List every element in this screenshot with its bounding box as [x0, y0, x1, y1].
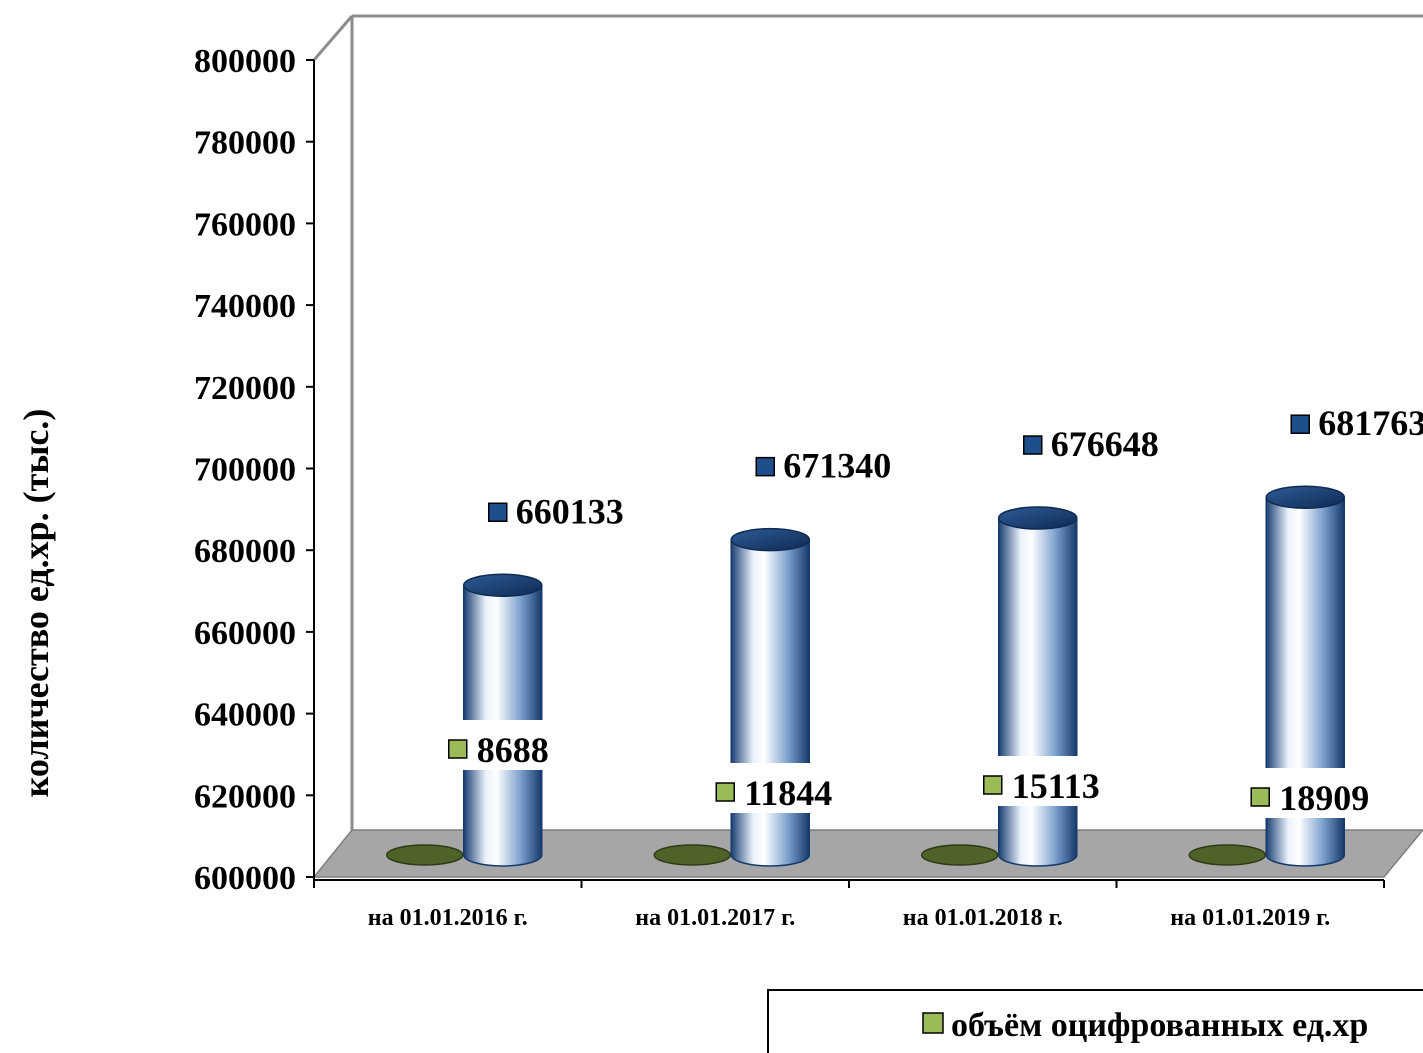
data-label-swatch-digitized — [448, 739, 468, 759]
y-tick-label: 640000 — [194, 697, 296, 734]
x-axis-categories: на 01.01.2016 г. на 01.01.2017 г. на 01.01… — [313, 880, 1385, 931]
data-label-swatch-total — [488, 502, 508, 523]
data-label-bg — [1256, 768, 1382, 818]
bar-digitized — [386, 844, 464, 866]
data-label-swatch-digitized — [715, 782, 735, 802]
bar-cylinder-top — [730, 527, 810, 552]
data-label-swatch-digitized — [983, 775, 1003, 795]
data-label-swatch-total — [1023, 435, 1043, 455]
legend-box — [767, 989, 1423, 1053]
data-label-swatch-total — [1290, 414, 1310, 434]
data-label-bg — [721, 763, 847, 813]
data-label-bg — [453, 720, 579, 770]
legend-entry: объём оцифрованных ед.хр — [951, 1007, 1368, 1044]
data-label-digitized: 8688 — [477, 730, 549, 770]
data-label-digitized: 11844 — [744, 773, 832, 813]
y-tick-label: 620000 — [194, 778, 296, 815]
back-wall — [352, 16, 1423, 826]
y-tick-label: 600000 — [194, 860, 296, 897]
legend: объём оцифрованных ед.хр — [767, 989, 1423, 1053]
y-tick-label: 680000 — [194, 533, 296, 570]
data-label-total: 681763 — [1318, 403, 1423, 443]
side-wall-top-edge — [312, 15, 354, 61]
x-category-label: на 01.01.2018 г. — [903, 905, 1063, 931]
bar-cylinder-body — [998, 517, 1078, 867]
y-tick-label: 800000 — [194, 43, 296, 80]
y-tick-label: 700000 — [194, 452, 296, 489]
bar-digitized — [1188, 844, 1266, 866]
data-label-digitized: 18909 — [1279, 778, 1369, 818]
bar-cylinder-body — [730, 538, 810, 867]
y-tick-label: 740000 — [194, 288, 296, 325]
data-label-total: 660133 — [516, 491, 624, 531]
y-axis-label: количество ед.хр. (тыс.) — [16, 409, 56, 798]
y-tick-label: 720000 — [194, 370, 296, 407]
data-label-swatch-total — [755, 456, 775, 477]
floor — [312, 829, 1423, 878]
data-label-swatch-digitized — [1250, 787, 1270, 807]
y-tick-label: 760000 — [194, 206, 296, 243]
x-category-label: на 01.01.2019 г. — [1170, 905, 1330, 931]
x-category-label: на 01.01.2016 г. — [368, 905, 528, 931]
y-tick-label: 660000 — [194, 615, 296, 652]
y-tick-label: 780000 — [194, 125, 296, 162]
data-label-digitized: 15113 — [1012, 766, 1100, 806]
x-category-label: на 01.01.2017 г. — [635, 905, 795, 931]
bar-digitized — [653, 844, 731, 866]
legend-swatch — [922, 1012, 944, 1034]
bar-cylinder-top — [998, 506, 1078, 530]
bar-cylinder-top — [1265, 485, 1345, 509]
bar-cylinder-top — [463, 573, 543, 598]
data-label-bg — [988, 756, 1114, 806]
data-label-total: 671340 — [783, 446, 891, 486]
data-labels: 660133 8688 671340 11844 676648 15113 681763 18… — [448, 403, 1423, 818]
y-axis-ticks: 600000 620000 640000 660000 680000 700000 7200… — [194, 43, 314, 897]
data-label-total: 676648 — [1051, 424, 1159, 464]
bar-digitized — [921, 844, 999, 866]
